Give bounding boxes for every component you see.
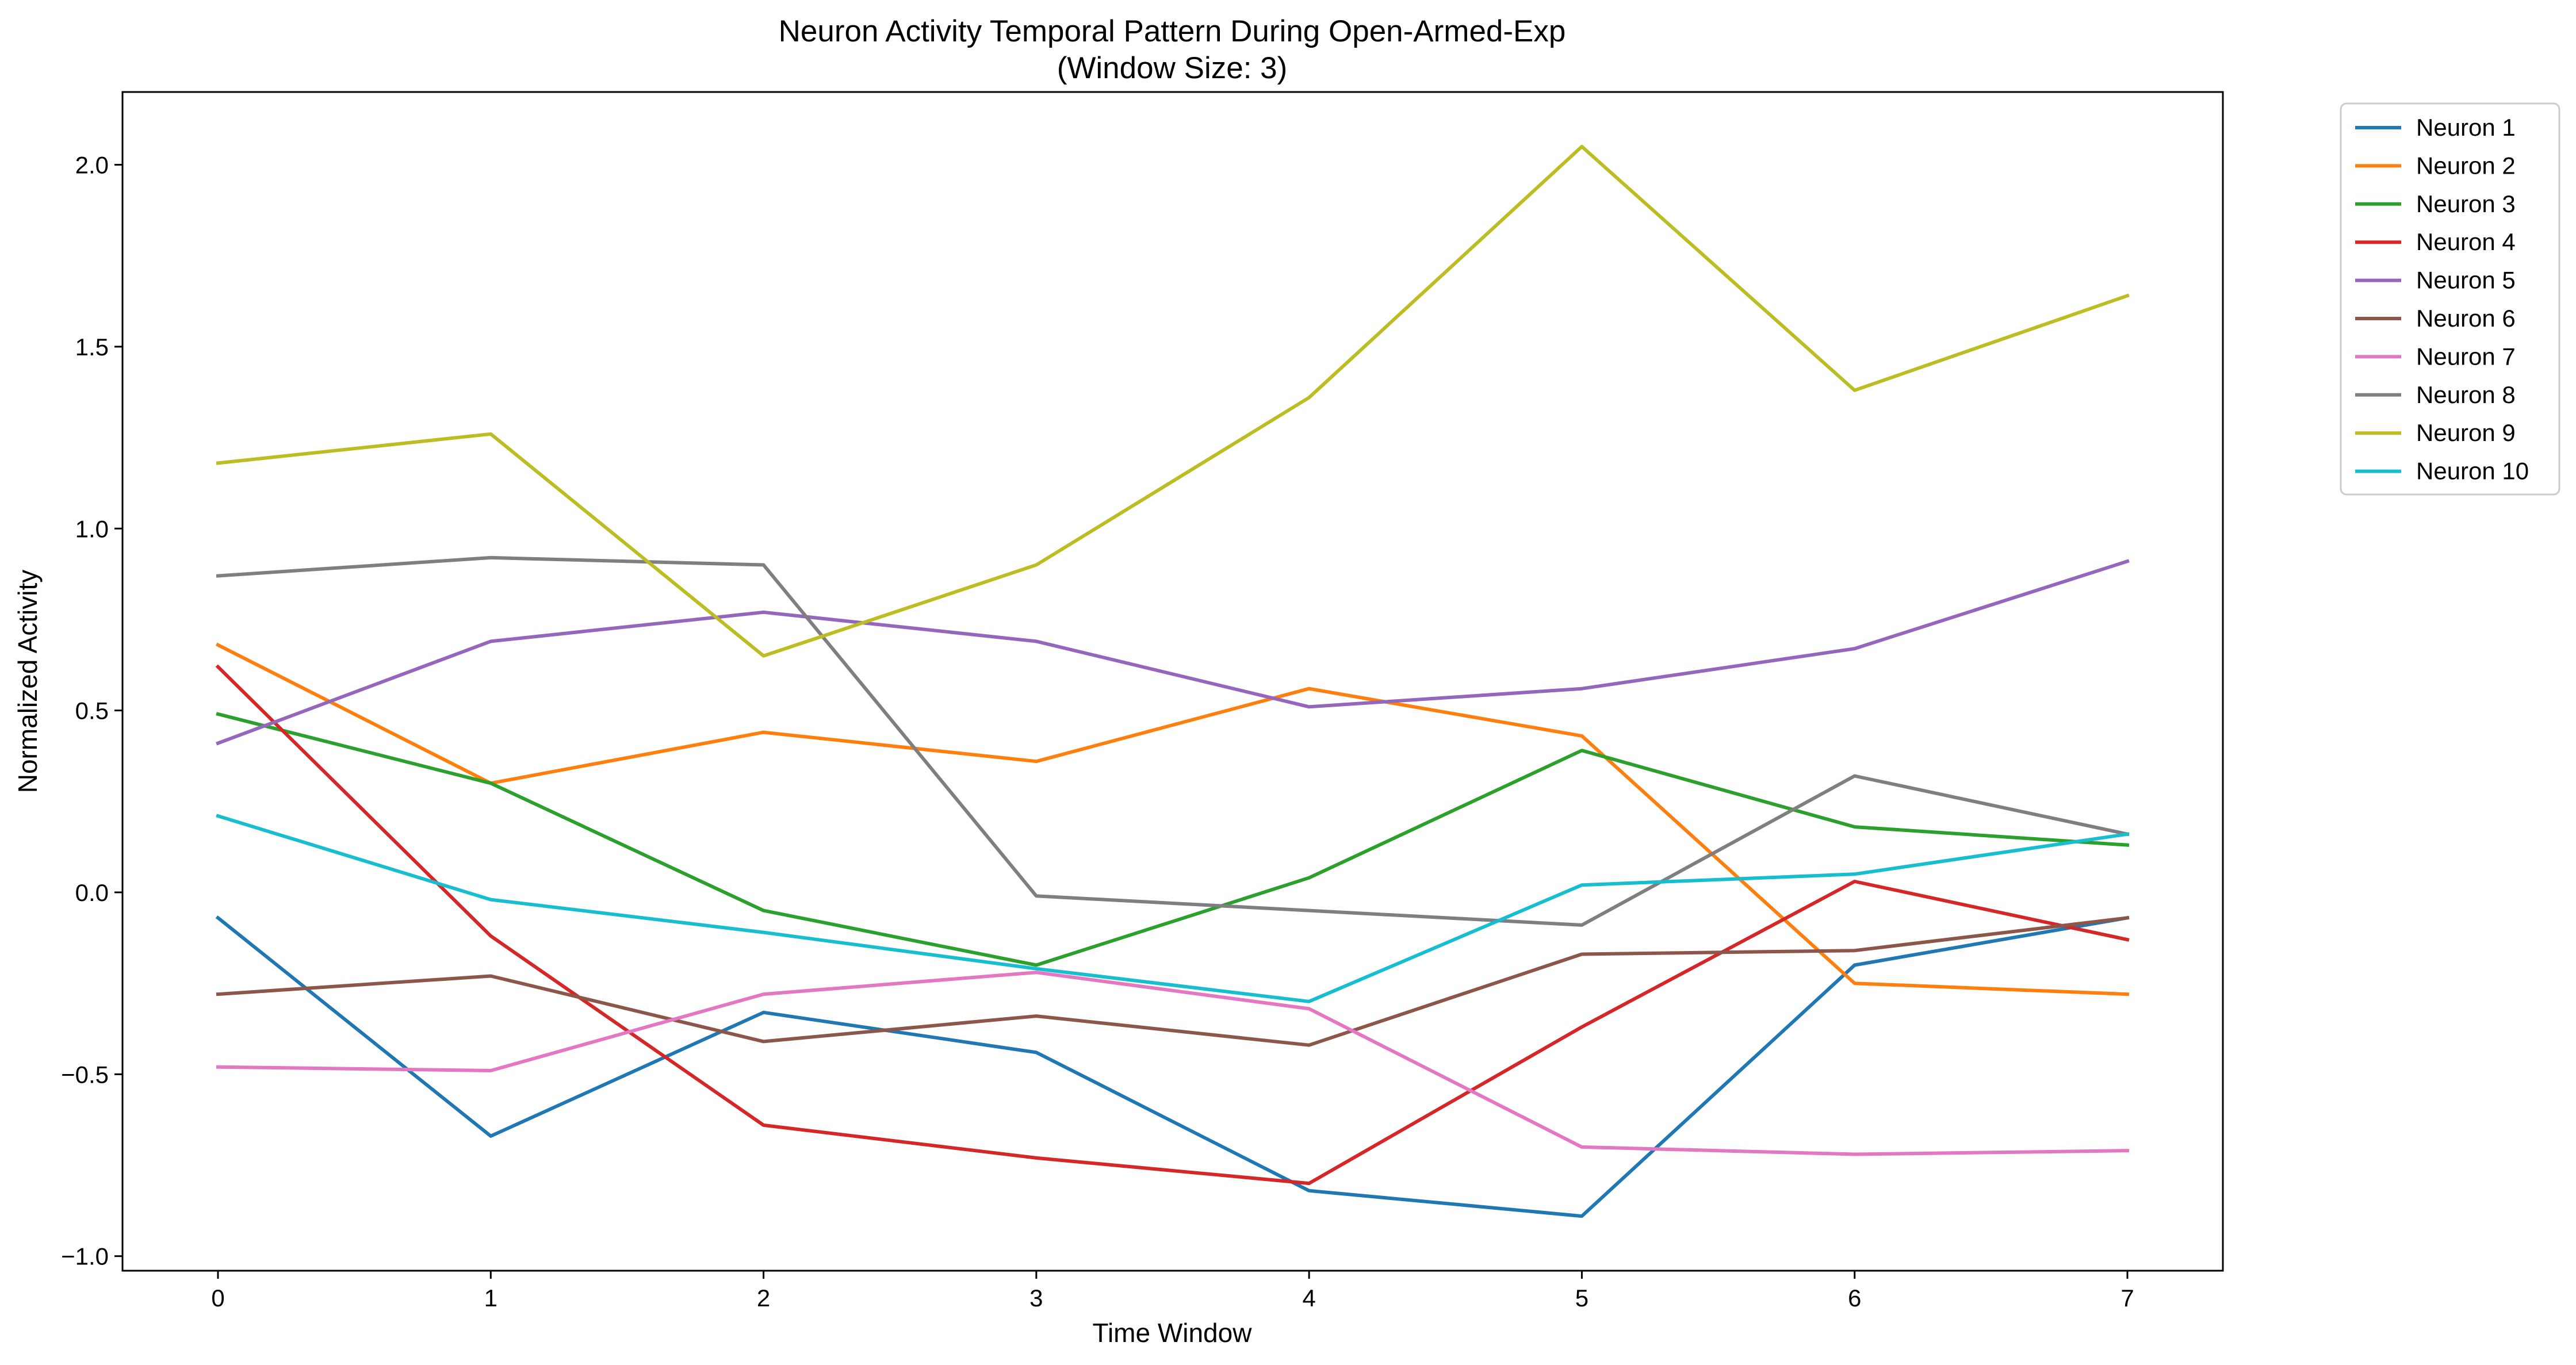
y-tick-label: 2.0: [75, 152, 109, 179]
y-tick-label: −0.5: [61, 1061, 109, 1088]
x-tick-label: 3: [1029, 1285, 1043, 1312]
chart-subtitle: (Window Size: 3): [1057, 51, 1288, 85]
series-line-neuron-2: [215, 642, 2130, 996]
legend-label: Neuron 7: [2416, 343, 2516, 370]
series-line-neuron-10: [216, 814, 2130, 1003]
x-tick-label: 2: [757, 1285, 770, 1312]
y-tick-label: 1.5: [75, 333, 109, 361]
x-tick-label: 6: [1848, 1285, 1861, 1312]
legend-label: Neuron 8: [2416, 381, 2516, 408]
x-tick-label: 7: [2120, 1285, 2134, 1312]
x-tick-label: 4: [1302, 1285, 1315, 1312]
x-tick-label: 5: [1575, 1285, 1589, 1312]
legend-frame: [2340, 102, 2560, 496]
plot-frame: [121, 91, 2224, 1272]
y-tick-label: 1.0: [75, 515, 109, 542]
x-tick-label: 1: [484, 1285, 497, 1312]
series-line-neuron-6: [216, 915, 2130, 1047]
legend-label: Neuron 2: [2416, 152, 2516, 179]
series-line-neuron-4: [215, 664, 2130, 1186]
y-tick-label: 0.0: [75, 879, 109, 906]
legend-label: Neuron 9: [2416, 419, 2516, 446]
legend-entries: Neuron 1 Neuron 2 Neuron 3 Neuron 4 Neuron 5…: [2355, 114, 2529, 485]
legend-label: Neuron 5: [2416, 267, 2516, 294]
y-tick-label: 0.5: [75, 697, 109, 724]
y-tick-label: −1.0: [61, 1243, 109, 1270]
axis-ticks: 0 1 2 3 4 5 6 7 −1.0 −0.5 0.0 0.5 1.0 1.5 2.0: [61, 152, 2134, 1312]
series-line-neuron-7: [216, 971, 2130, 1156]
legend-label: Neuron 4: [2416, 228, 2516, 255]
legend-label: Neuron 10: [2416, 458, 2529, 485]
legend-label: Neuron 1: [2416, 114, 2516, 141]
series-line-neuron-9: [216, 144, 2130, 658]
x-tick-label: 0: [211, 1285, 224, 1312]
series-line-neuron-8: [216, 555, 2130, 927]
legend-label: Neuron 3: [2416, 190, 2516, 217]
series-line-neuron-3: [216, 712, 2130, 967]
chart-title: Neuron Activity Temporal Pattern During …: [779, 14, 1566, 48]
series-line-neuron-1: [215, 915, 2130, 1218]
series-lines: [215, 144, 2130, 1218]
y-axis-label: Normalized Activity: [13, 570, 43, 793]
x-axis-label: Time Window: [1093, 1318, 1253, 1348]
legend: Neuron 1 Neuron 2 Neuron 3 Neuron 4 Neuron 5…: [2340, 102, 2560, 496]
series-line-neuron-5: [216, 559, 2130, 746]
legend-label: Neuron 6: [2416, 305, 2516, 332]
